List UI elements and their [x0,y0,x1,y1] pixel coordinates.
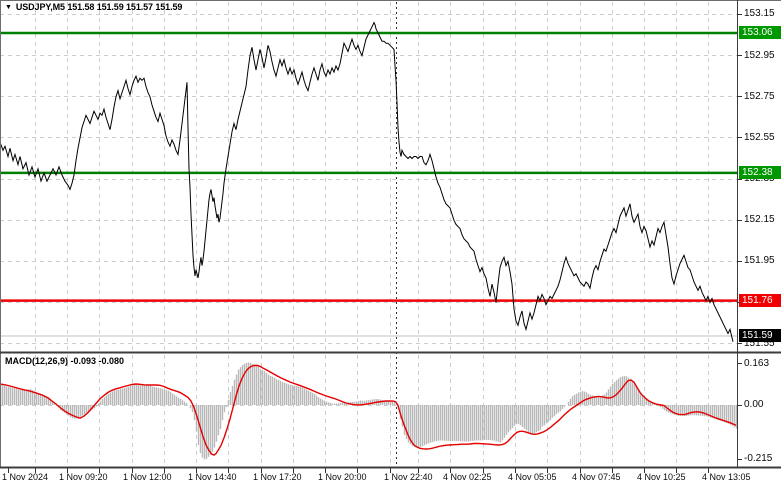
collapse-triangle-icon[interactable]: ▼ [5,4,12,11]
macd-signal-line [0,364,737,456]
price-line [0,21,734,342]
chart-title: ▼ USDJPY,M5 151.58 151.59 151.57 151.59 [5,2,182,12]
symbol-ohlc-title: USDJPY,M5 151.58 151.59 151.57 151.59 [15,2,183,12]
macd-indicator-label: MACD(12,26,9) -0.093 -0.080 [5,356,125,366]
